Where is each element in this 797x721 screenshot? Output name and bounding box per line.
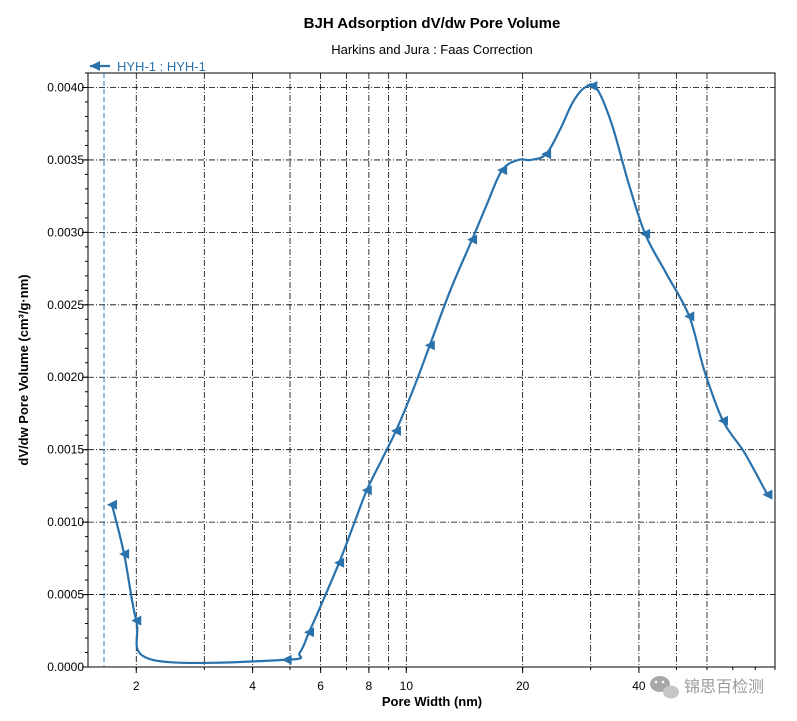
data-point-marker <box>541 149 552 160</box>
data-point-marker <box>304 627 315 638</box>
x-tick-label: 20 <box>516 679 530 693</box>
y-tick-label: 0.0025 <box>47 298 84 312</box>
chart-subtitle: Harkins and Jura : Faas Correction <box>331 42 533 57</box>
watermark-text: 锦思百检测 <box>684 677 764 696</box>
data-point-marker <box>684 311 695 322</box>
y-tick-label: 0.0020 <box>47 370 84 384</box>
data-point-marker <box>119 548 130 559</box>
grid <box>88 73 775 667</box>
data-point-marker <box>717 415 728 426</box>
data-point-marker <box>762 489 773 500</box>
data-point-marker <box>587 81 598 92</box>
series-markers <box>106 81 773 665</box>
x-tick-label: 40 <box>632 679 646 693</box>
data-point-marker <box>467 234 478 245</box>
x-tick-label: 6 <box>317 679 324 693</box>
x-axis-label: Pore Width (nm) <box>382 694 482 709</box>
data-point-marker <box>390 425 401 436</box>
y-tick-label: 0.0040 <box>47 80 84 94</box>
data-point-marker <box>497 165 508 176</box>
axis-ticks <box>82 72 776 673</box>
x-tick-label: 8 <box>366 679 373 693</box>
x-axis-tick-labels: 2 4 6 8 10 20 40 <box>133 679 646 693</box>
y-axis-label: dV/dw Pore Volume (cm³/g·nm) <box>16 274 31 465</box>
watermark: 锦思百检测 <box>650 676 764 699</box>
x-tick-label: 2 <box>133 679 140 693</box>
series-line-hyh-1 <box>110 83 769 665</box>
wechat-icon <box>650 676 679 699</box>
y-tick-label: 0.0030 <box>47 225 84 239</box>
y-axis-tick-labels: 0.0000 0.0005 0.0010 0.0015 0.0020 0.0025 0.00… <box>47 80 84 674</box>
legend-marker-icon <box>90 61 100 71</box>
y-tick-label: 0.0010 <box>47 515 84 529</box>
y-tick-label: 0.0000 <box>47 660 84 674</box>
data-point-marker <box>281 654 292 665</box>
x-tick-label: 4 <box>249 679 256 693</box>
chart-title: BJH Adsorption dV/dw Pore Volume <box>304 15 561 32</box>
data-point-marker <box>106 499 117 510</box>
y-tick-label: 0.0015 <box>47 443 84 457</box>
data-point-marker <box>640 228 651 239</box>
plot-area-border <box>87 72 776 668</box>
legend[interactable]: HYH-1 : HYH-1 <box>90 59 206 74</box>
data-point-marker <box>424 340 435 351</box>
legend-label: HYH-1 : HYH-1 <box>117 59 206 74</box>
data-point-marker <box>334 557 345 568</box>
data-point-marker <box>361 485 372 496</box>
y-tick-label: 0.0035 <box>47 153 84 167</box>
y-tick-label: 0.0005 <box>47 588 84 602</box>
x-tick-label: 10 <box>400 679 414 693</box>
data-point-marker <box>131 615 142 626</box>
